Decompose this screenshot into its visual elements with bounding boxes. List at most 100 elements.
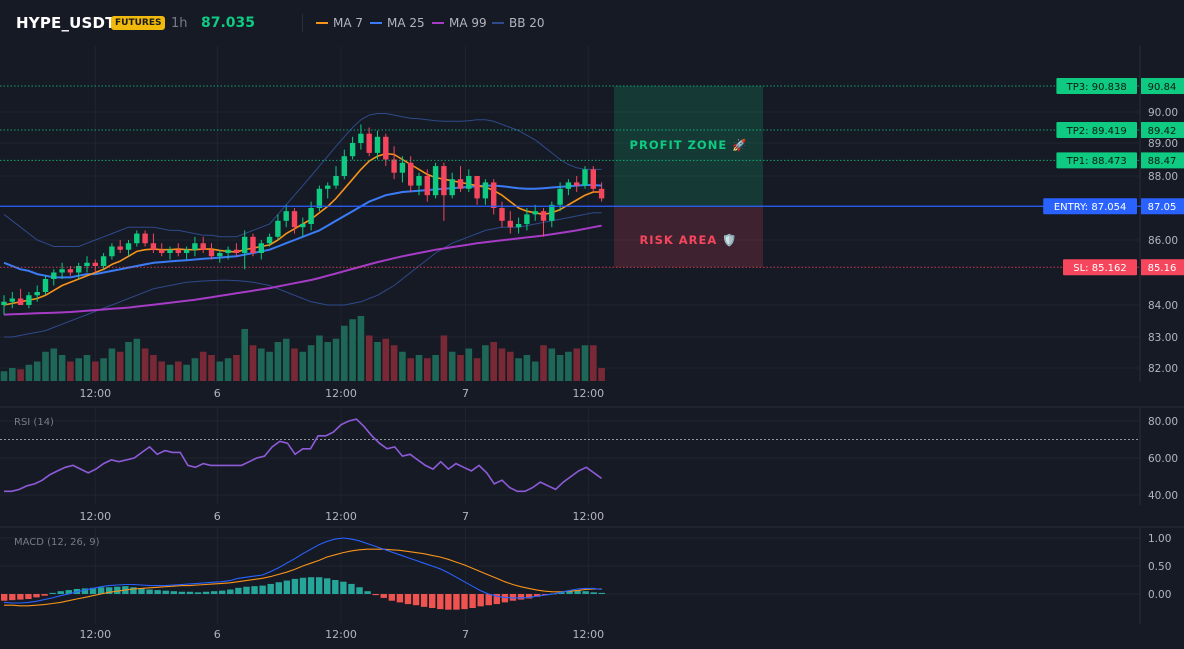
candle-body <box>242 236 248 253</box>
volume-bar <box>540 345 547 381</box>
macd-histogram-bar <box>235 587 242 594</box>
macd-histogram-bar <box>356 587 363 594</box>
macd-histogram-bar <box>291 578 299 594</box>
legend-bb20[interactable]: BB 20 <box>492 16 545 30</box>
volume-bar <box>33 361 41 381</box>
macd-histogram-bar <box>574 590 581 594</box>
macd-histogram-bar <box>590 592 597 594</box>
last-price: 87.035 <box>201 15 256 31</box>
volume-bar <box>25 364 33 381</box>
tp3-axis-label: 90.84 <box>1148 82 1177 93</box>
volume-bar <box>465 348 473 381</box>
candle-body <box>316 188 323 208</box>
macd-histogram-bar <box>41 594 48 596</box>
macd-histogram-bar <box>420 594 428 607</box>
volume-bar <box>166 364 174 381</box>
legend-ma99-label: MA 99 <box>449 16 487 30</box>
tp2-label-box <box>1056 122 1137 139</box>
macd-histogram-bar <box>404 594 412 605</box>
candle-body <box>441 166 447 196</box>
macd-histogram-bar <box>1 594 8 601</box>
volume-bar <box>598 368 605 381</box>
timeframe-label[interactable]: 1h <box>171 16 188 31</box>
legend-ma25[interactable]: MA 25 <box>370 16 425 30</box>
candle-body <box>17 298 24 305</box>
tp2-axis-box <box>1141 122 1184 139</box>
volume-bar <box>531 361 539 381</box>
volume-bar <box>581 345 589 381</box>
candle-body <box>499 208 505 221</box>
macd-histogram-bar <box>469 594 476 608</box>
macd-histogram-bar <box>340 581 347 594</box>
macd-histogram-bar <box>477 594 484 607</box>
candle-body <box>1 301 7 305</box>
candle-body <box>507 220 513 228</box>
candle-body <box>183 249 190 253</box>
macd-histogram-bar <box>105 587 113 594</box>
candle-body <box>432 166 439 196</box>
profit-zone <box>614 86 763 207</box>
volume-bar <box>50 348 58 381</box>
volume-bar <box>224 358 232 381</box>
legend-ma99[interactable]: MA 99 <box>432 16 487 30</box>
candle-body <box>308 208 314 224</box>
volume-bar <box>67 361 74 381</box>
macd-histogram-bar <box>202 591 210 594</box>
risk-zone <box>614 206 763 268</box>
symbol-title[interactable]: HYPE_USDT <box>16 14 116 32</box>
candle-body <box>341 156 347 176</box>
macd-tick-label: 1.00 <box>1148 533 1171 545</box>
macd-histogram-bar <box>162 590 169 594</box>
macd-histogram-bar <box>178 591 186 594</box>
macd-histogram-bar <box>114 586 121 594</box>
ma25-swatch <box>370 22 382 24</box>
macd-histogram-bar <box>227 589 234 594</box>
candle-body <box>59 269 65 273</box>
macd-histogram-bar <box>17 594 24 600</box>
volume-bar <box>341 325 348 381</box>
candle-body <box>466 176 472 189</box>
tp2-label: TP2: 89.419 <box>1066 126 1127 137</box>
macd-histogram-bar <box>97 587 105 594</box>
tp3-label-box <box>1056 78 1137 95</box>
candle-body <box>266 236 273 244</box>
legend-ma7[interactable]: MA 7 <box>316 16 363 30</box>
price-tick-label: 82.00 <box>1148 363 1178 375</box>
rsi-title: RSI (14) <box>14 417 54 428</box>
candle-body <box>399 162 406 173</box>
macd-histogram-bar <box>9 594 16 601</box>
rsi-tick-label: 40.00 <box>1148 490 1178 502</box>
candle-body <box>598 188 605 199</box>
volume-bar <box>175 361 182 381</box>
candle-body <box>117 246 123 250</box>
candle-body <box>76 266 82 273</box>
candle-body <box>125 243 132 250</box>
sl-axis-label: 85.16 <box>1148 263 1177 274</box>
candle-body <box>408 162 414 186</box>
profit-zone-label: PROFIT ZONE 🚀 <box>630 138 748 152</box>
volume-bar <box>233 355 240 381</box>
candle-body <box>474 176 480 199</box>
price-tick-label: 88.00 <box>1148 171 1178 183</box>
macd-tick-label: 0.50 <box>1148 561 1171 573</box>
candle-body <box>582 169 588 186</box>
time-tick-label: 7 <box>462 510 469 523</box>
candle-body <box>283 211 289 221</box>
macd-histogram-bar <box>243 586 250 594</box>
chart-header: HYPE_USDT FUTURES 1h 87.035 MA 7 MA 25 M… <box>0 0 1184 46</box>
sl-label: SL: 85.162 <box>1073 263 1126 274</box>
macd-histogram-bar <box>445 594 452 610</box>
volume-bar <box>150 355 157 381</box>
volume-bar <box>498 348 506 381</box>
candle-body <box>532 211 538 215</box>
tp1-label-box <box>1056 152 1137 169</box>
volume-bar <box>58 355 66 381</box>
macd-histogram-bar <box>493 594 501 605</box>
legend-ma7-label: MA 7 <box>333 16 364 30</box>
macd-histogram-bar <box>533 594 541 597</box>
macd-histogram-bar <box>186 591 194 594</box>
macd-histogram-bar <box>210 591 218 594</box>
time-tick-label: 12:00 <box>572 387 604 400</box>
volume-bar <box>490 342 497 381</box>
